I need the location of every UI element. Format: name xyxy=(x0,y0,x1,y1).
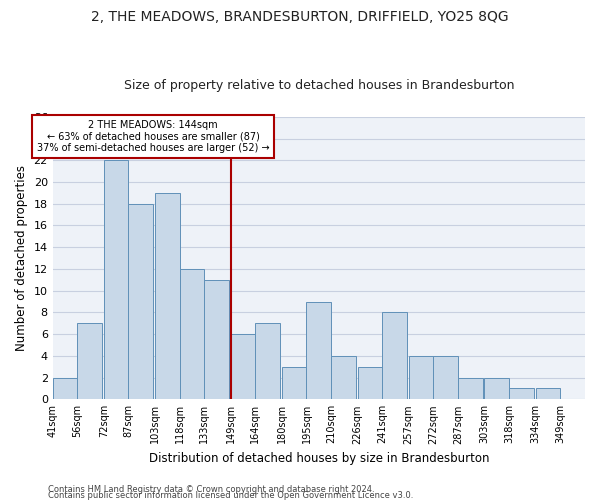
Bar xyxy=(155,193,179,400)
X-axis label: Distribution of detached houses by size in Brandesburton: Distribution of detached houses by size … xyxy=(149,452,489,465)
Bar xyxy=(53,378,77,400)
Text: 2 THE MEADOWS: 144sqm
← 63% of detached houses are smaller (87)
37% of semi-deta: 2 THE MEADOWS: 144sqm ← 63% of detached … xyxy=(37,120,269,153)
Bar xyxy=(433,356,458,400)
Bar xyxy=(230,334,256,400)
Bar xyxy=(409,356,433,400)
Text: Contains HM Land Registry data © Crown copyright and database right 2024.: Contains HM Land Registry data © Crown c… xyxy=(48,484,374,494)
Bar xyxy=(331,356,356,400)
Bar xyxy=(77,323,102,400)
Bar xyxy=(358,366,382,400)
Bar xyxy=(484,378,509,400)
Bar xyxy=(307,302,331,400)
Bar xyxy=(509,388,534,400)
Bar xyxy=(179,269,204,400)
Bar xyxy=(128,204,153,400)
Title: Size of property relative to detached houses in Brandesburton: Size of property relative to detached ho… xyxy=(124,79,514,92)
Bar xyxy=(382,312,407,400)
Bar xyxy=(282,366,307,400)
Bar xyxy=(204,280,229,400)
Bar xyxy=(104,160,128,400)
Y-axis label: Number of detached properties: Number of detached properties xyxy=(15,165,28,351)
Bar xyxy=(458,378,483,400)
Text: 2, THE MEADOWS, BRANDESBURTON, DRIFFIELD, YO25 8QG: 2, THE MEADOWS, BRANDESBURTON, DRIFFIELD… xyxy=(91,10,509,24)
Text: Contains public sector information licensed under the Open Government Licence v3: Contains public sector information licen… xyxy=(48,490,413,500)
Bar xyxy=(256,323,280,400)
Bar xyxy=(536,388,560,400)
